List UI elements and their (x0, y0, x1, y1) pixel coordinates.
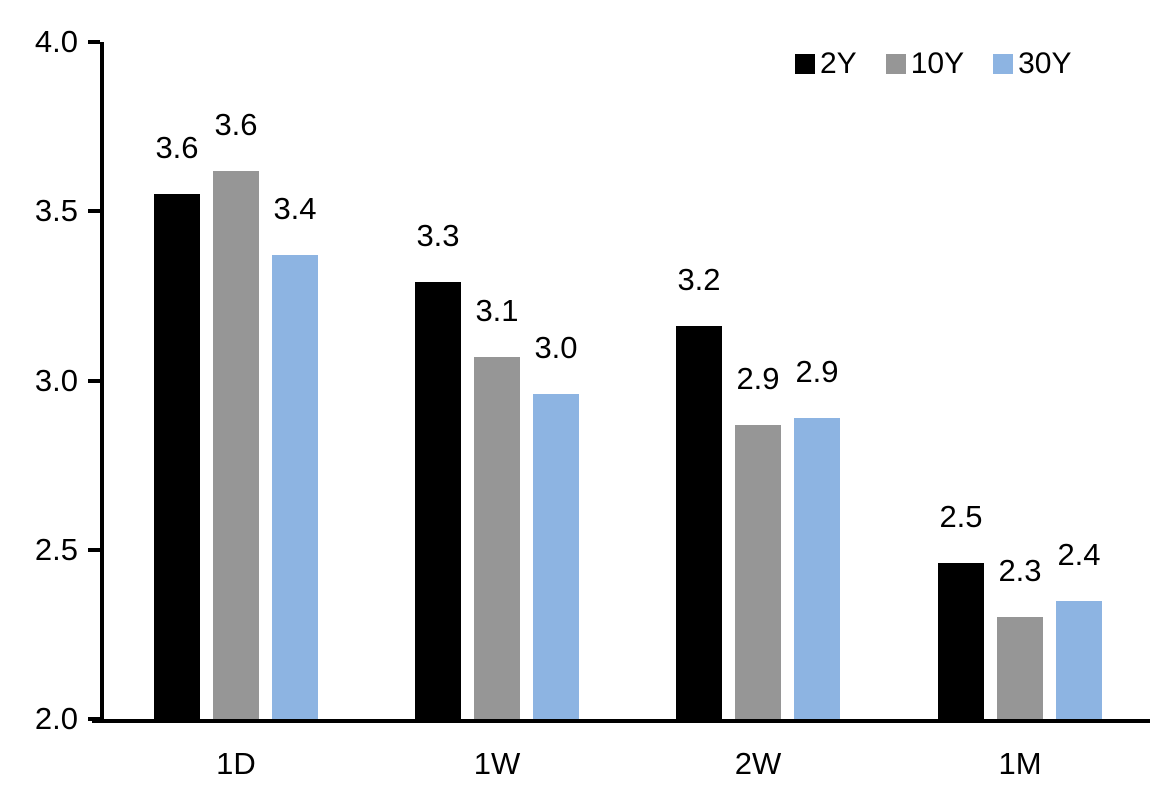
y-axis-tick-label: 2.0 (34, 701, 78, 736)
x-axis-category-label: 1M (998, 746, 1042, 781)
bar-value-label: 3.6 (155, 130, 199, 166)
legend-item-30y: 30Y (993, 49, 1071, 79)
legend-item-10y: 10Y (885, 47, 965, 80)
legend-item-2y: 2Y (795, 49, 857, 79)
bar-30y-2w (794, 417, 840, 719)
y-axis-tick (88, 378, 100, 383)
y-axis-tick-label: 3.5 (34, 193, 78, 229)
legend-swatch-icon (885, 54, 906, 74)
bar-value-label: 2.3 (998, 553, 1042, 589)
bar-value-label: 2.9 (736, 360, 780, 396)
x-axis-category-label: 1D (216, 746, 256, 781)
x-axis-line (92, 719, 1150, 723)
y-axis-tick (88, 40, 100, 44)
bar-10y-1d (213, 170, 259, 719)
legend-label: 2Y (820, 47, 857, 80)
x-axis-category-label: 2W (734, 746, 782, 781)
x-axis-category-label: 1W (473, 746, 521, 781)
bar-value-label: 3.3 (416, 218, 460, 254)
bar-value-label: 3.4 (273, 191, 317, 227)
bar-2y-1w (415, 282, 461, 719)
bar-value-label: 3.6 (214, 106, 258, 142)
bar-value-label: 3.0 (534, 330, 578, 366)
legend-label: 30Y (1018, 47, 1072, 80)
bar-10y-2w (735, 424, 781, 719)
bar-30y-1d (272, 255, 318, 719)
y-axis-tick (88, 209, 100, 214)
bar-10y-1m (997, 617, 1043, 719)
bar-value-label: 2.4 (1057, 536, 1101, 572)
bar-30y-1m (1056, 600, 1102, 719)
bar-10y-1w (474, 356, 520, 719)
bar-value-label: 3.2 (677, 262, 721, 298)
legend: 2Y 10Y 30Y (795, 49, 1071, 79)
y-axis-line (100, 42, 104, 723)
bar-30y-1w (533, 394, 579, 719)
legend-swatch-icon (795, 54, 815, 74)
legend-label: 10Y (910, 47, 965, 80)
bar-2y-2w (676, 326, 722, 719)
y-axis-tick-label: 4.0 (34, 24, 78, 59)
bar-value-label: 2.9 (795, 353, 839, 389)
bar-2y-1m (938, 563, 984, 719)
bar-value-label: 2.5 (939, 499, 983, 535)
y-axis-tick-label: 3.0 (34, 362, 78, 398)
bar-2y-1d (154, 194, 200, 719)
y-axis-tick-label: 2.5 (34, 531, 78, 567)
y-axis-tick (88, 547, 100, 552)
bar-value-label: 3.1 (475, 292, 519, 328)
legend-swatch-icon (993, 54, 1014, 74)
